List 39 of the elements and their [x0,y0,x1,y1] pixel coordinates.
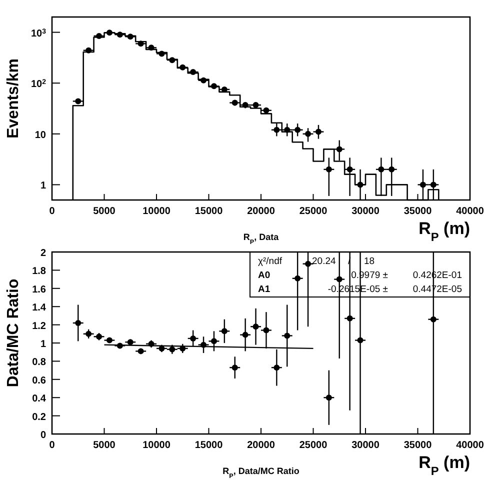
x-tick-label: 10000 [142,206,171,217]
x-tick-label: 0 [49,440,56,451]
y-tick-label: 0 [40,430,46,441]
x-axis-title: R$_{P}$ (m) [418,453,470,478]
x-tick-label: 30000 [352,440,380,451]
y-tick-label: 10$^{2}$ [30,78,46,90]
y-tick-label: 10 [34,130,46,141]
y-tick-label: 1.8 [32,266,46,278]
x-tick-label: 30000 [352,206,380,217]
x-tick-label: 10000 [142,440,171,451]
text: R$_{P}$, Data [243,232,280,246]
y-tick-label: 1.4 [32,302,46,314]
x-tick-label: 40000 [456,206,484,217]
x-tick-label: 40000 [456,440,484,451]
x-tick-label: 25000 [299,440,328,451]
y-tick-label: 1 [40,180,46,192]
y-tick-label: 1 [40,339,46,350]
x-tick-label: 0 [49,206,56,217]
y-tick-label: 0.4 [32,394,46,405]
y-tick-label: 0.6 [32,375,46,386]
y-tick-label: 1.6 [32,284,46,296]
y-tick-label: 0.2 [32,412,46,423]
y-tick-label: 0.8 [32,357,46,368]
y-tick-label: 2 [40,248,46,259]
y-axis-title: Data/MC Ratio [5,278,22,388]
x-tick-label: 20000 [247,440,276,451]
x-tick-label: 5000 [93,206,116,217]
x-axis-title: R$_{P}$ (m) [418,219,470,244]
x-tick-label: 20000 [247,206,276,217]
x-tick-label: 15000 [194,206,224,217]
y-axis-title: Events/km [5,58,22,139]
y-tick-label: 10$^{3}$ [30,28,46,40]
text: R$_{P}$, Data/MC Ratio [222,466,300,480]
y-tick-label: 1.2 [32,320,46,332]
x-tick-label: 35000 [404,206,432,217]
x-tick-label: 15000 [194,440,224,451]
x-tick-label: 35000 [404,440,432,451]
x-tick-label: 25000 [299,206,328,217]
x-tick-label: 5000 [93,440,116,451]
